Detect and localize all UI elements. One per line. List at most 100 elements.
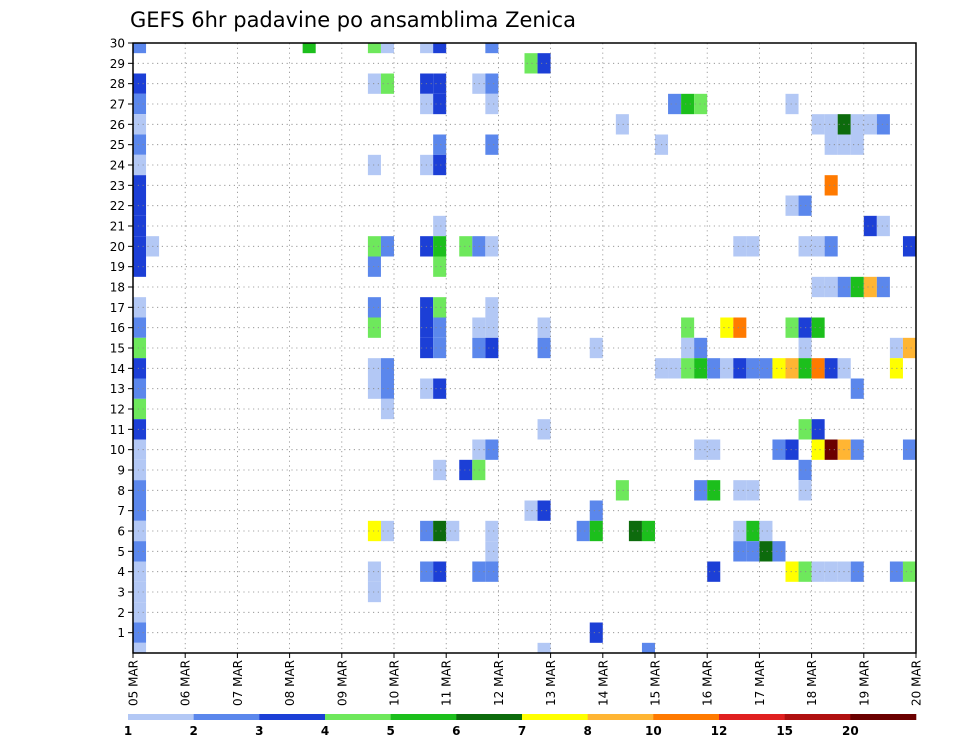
heatmap-cell xyxy=(733,541,747,562)
heatmap-cell xyxy=(537,317,551,338)
heatmap-cell xyxy=(537,642,551,653)
heatmap-cell xyxy=(759,358,773,379)
heatmap-cell xyxy=(133,236,147,257)
heatmap-cell xyxy=(850,561,864,582)
heatmap-cell xyxy=(133,114,147,135)
heatmap-cell xyxy=(367,297,381,318)
y-tick-label: 23 xyxy=(110,179,125,193)
heatmap-cell xyxy=(824,358,838,379)
legend-label: 4 xyxy=(321,724,329,738)
y-tick-label: 10 xyxy=(110,443,125,457)
legend-swatch xyxy=(128,714,194,720)
heatmap-cell xyxy=(433,134,447,155)
heatmap-cell xyxy=(485,317,499,338)
heatmap-cell xyxy=(133,337,147,359)
y-tick-label: 2 xyxy=(117,606,125,620)
heatmap-cell xyxy=(367,236,381,257)
heatmap-cell xyxy=(524,500,538,521)
heatmap-cell xyxy=(615,114,629,135)
heatmap-cell xyxy=(707,480,721,501)
heatmap-cell xyxy=(902,561,916,582)
heatmap-cell xyxy=(485,43,499,54)
heatmap-cell xyxy=(433,317,447,338)
heatmap-cell xyxy=(589,500,603,521)
heatmap-cell xyxy=(694,93,708,115)
heatmap-cell xyxy=(785,195,799,216)
heatmap-cell xyxy=(902,337,916,359)
heatmap-cell xyxy=(133,622,147,643)
heatmap-cell xyxy=(485,337,499,359)
heatmap-cell xyxy=(537,500,551,521)
heatmap-cell xyxy=(433,215,447,237)
heatmap-cell xyxy=(433,561,447,582)
legend-label: 10 xyxy=(645,724,662,738)
legend-swatch xyxy=(456,714,523,720)
legend-label: 12 xyxy=(711,724,728,738)
heatmap-cell xyxy=(850,378,864,399)
heatmap-cell xyxy=(485,73,499,94)
heatmap-cell xyxy=(694,358,708,379)
chart-title: GEFS 6hr padavine po ansamblima Zenica xyxy=(130,8,576,32)
heatmap-cell xyxy=(824,236,838,257)
x-tick-label: 10 MAR xyxy=(388,660,402,706)
heatmap-cell xyxy=(133,459,147,481)
heatmap-cell xyxy=(785,358,799,379)
x-tick-label: 20 MAR xyxy=(910,660,924,706)
y-tick-label: 27 xyxy=(110,98,125,112)
heatmap-cell xyxy=(720,358,734,379)
y-tick-label: 13 xyxy=(110,382,125,396)
heatmap-cell xyxy=(133,581,147,603)
heatmap-cell xyxy=(785,439,799,460)
x-tick-label: 06 MAR xyxy=(179,660,193,706)
heatmap-cell xyxy=(772,358,786,379)
heatmap-cell xyxy=(433,337,447,359)
y-tick-label: 6 xyxy=(117,525,125,539)
y-tick-label: 17 xyxy=(110,301,125,315)
heatmap-cell xyxy=(459,236,473,257)
heatmap-cell xyxy=(733,480,747,501)
heatmap-cell xyxy=(902,236,916,257)
heatmap-cell xyxy=(707,561,721,582)
x-tick-label: 09 MAR xyxy=(335,660,349,706)
x-tick-label: 14 MAR xyxy=(596,660,610,706)
legend-label: 3 xyxy=(255,724,263,738)
heatmap-cell xyxy=(811,358,825,379)
legend-swatch xyxy=(587,714,654,720)
y-tick-label: 29 xyxy=(110,57,125,71)
heatmap-cell xyxy=(446,520,460,542)
heatmap-cell xyxy=(433,459,447,481)
legend-label: 20 xyxy=(842,724,859,738)
heatmap-cell xyxy=(681,358,695,379)
heatmap-cell xyxy=(367,561,381,582)
heatmap-cell xyxy=(367,256,381,277)
heatmap-cell xyxy=(133,602,147,623)
heatmap-cell xyxy=(485,134,499,155)
y-tick-label: 3 xyxy=(117,586,125,600)
y-tick-label: 9 xyxy=(117,464,125,478)
heatmap-cell xyxy=(785,561,799,582)
heatmap-cell xyxy=(433,297,447,318)
color-legend: 1 2 3 4 5 6 7 8 10 12 15 20 xyxy=(124,714,917,738)
y-tick-label: 24 xyxy=(110,159,125,173)
heatmap-cell xyxy=(772,439,786,460)
heatmap-cell xyxy=(811,439,825,460)
heatmap-cell xyxy=(589,622,603,643)
heatmap-cell xyxy=(433,93,447,115)
legend-label: 2 xyxy=(189,724,197,738)
heatmap-cell xyxy=(433,520,447,542)
heatmap-cell xyxy=(133,93,147,115)
heatmap-cell xyxy=(485,439,499,460)
heatmap-cell xyxy=(380,43,394,54)
heatmap-cell xyxy=(668,358,682,379)
heatmap-cell xyxy=(367,358,381,379)
heatmap-cell xyxy=(537,419,551,440)
heatmap-cell xyxy=(433,236,447,257)
y-tick-label: 5 xyxy=(117,545,125,559)
y-tick-label: 28 xyxy=(110,77,125,91)
x-tick-label: 17 MAR xyxy=(753,660,767,706)
heatmap-cell xyxy=(133,134,147,155)
heatmap-cell xyxy=(720,317,734,338)
legend-swatch xyxy=(850,714,917,720)
x-tick-label: 07 MAR xyxy=(231,660,245,706)
heatmap-cell xyxy=(367,43,381,54)
